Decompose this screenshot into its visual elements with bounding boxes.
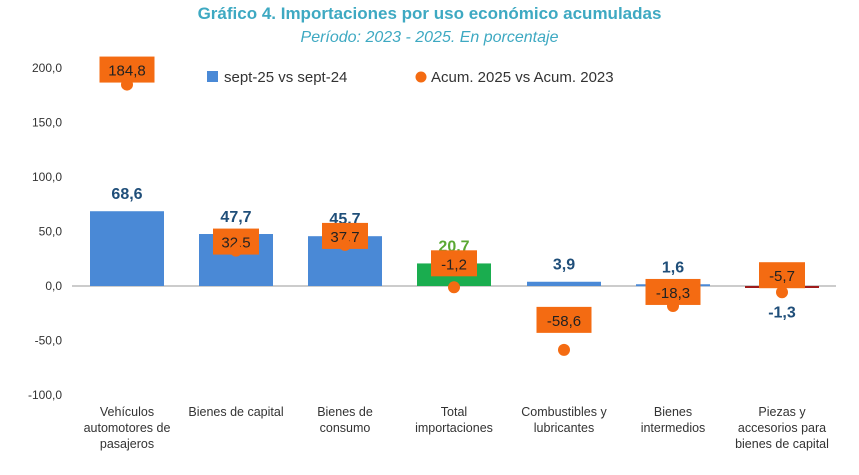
- bar-value-label: 68,6: [111, 186, 142, 203]
- legend-label-dot: Acum. 2025 vs Acum. 2023: [431, 69, 614, 86]
- category-label: Bienes de capital: [188, 405, 283, 419]
- dot-value-label: -1,2: [441, 256, 467, 273]
- dot-label-box: [536, 306, 592, 333]
- y-tick-label: -50,0: [35, 334, 63, 348]
- y-tick-label: 50,0: [39, 225, 63, 239]
- bar-1: [90, 211, 164, 286]
- y-tick-label: 150,0: [32, 116, 62, 130]
- category-label: lubricantes: [534, 421, 594, 435]
- chart-subtitle: Período: 2023 - 2025. En porcentaje: [300, 29, 559, 46]
- category-label: consumo: [320, 421, 371, 435]
- legend-label-bar: sept-25 vs sept-24: [224, 69, 347, 86]
- category-label: Vehículos: [100, 405, 154, 419]
- bar-5: [527, 281, 601, 286]
- dot-marker-4: [448, 281, 460, 294]
- category-label: intermedios: [641, 421, 706, 435]
- dot-label-box: [431, 250, 477, 277]
- category-label: Bienes de: [317, 405, 373, 419]
- dot-marker-3: [339, 238, 351, 251]
- category-label: Bienes: [654, 405, 692, 419]
- dot-value-label: -58,6: [547, 313, 581, 330]
- category-label: Piezas y: [758, 405, 806, 419]
- dot-marker-5: [558, 343, 570, 356]
- bar-value-label: -1,3: [768, 304, 796, 321]
- category-label: Combustibles y: [521, 405, 607, 419]
- y-tick-label: 200,0: [32, 61, 62, 75]
- dot-marker-7: [776, 286, 788, 299]
- dot-value-label: 32,5: [221, 235, 250, 252]
- category-label: pasajeros: [100, 437, 154, 451]
- legend-swatch-dot: [415, 71, 427, 83]
- dot-value-label: 37,7: [330, 229, 359, 246]
- y-tick-label: 100,0: [32, 170, 62, 184]
- dot-label-box: [99, 56, 155, 83]
- dot-marker-2: [230, 244, 242, 257]
- dot-value-label: -18,3: [656, 285, 690, 302]
- category-label: accesorios para: [738, 421, 826, 435]
- y-tick-label: 0,0: [45, 279, 62, 293]
- category-label: bienes de capital: [735, 437, 829, 451]
- bar-value-label: 3,9: [553, 257, 575, 274]
- chart-title: Gráfico 4. Importaciones por uso económi…: [197, 4, 662, 23]
- dot-value-label: -5,7: [769, 268, 795, 285]
- category-label: Total: [441, 405, 467, 419]
- dot-value-label: 184,8: [108, 63, 146, 80]
- bar-value-label: 47,7: [220, 209, 251, 226]
- category-label: automotores de: [84, 421, 171, 435]
- dot-marker-1: [121, 78, 133, 91]
- dot-marker-6: [667, 299, 679, 312]
- bar-value-label: 1,6: [662, 259, 684, 276]
- y-tick-label: -100,0: [28, 388, 62, 402]
- dot-label-box: [759, 262, 805, 289]
- category-label: importaciones: [415, 421, 493, 435]
- legend-swatch-bar: [207, 71, 218, 82]
